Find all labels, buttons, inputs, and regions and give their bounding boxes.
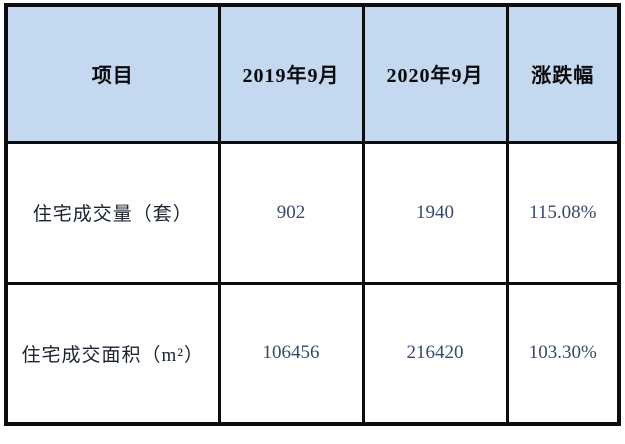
table-row-volume: 住宅成交量（套） 902 1940 115.08%	[4, 140, 621, 285]
cell-area-change: 103.30%	[505, 281, 621, 426]
cell-area-2019: 106456	[217, 281, 365, 426]
row-label-volume: 住宅成交量（套）	[4, 140, 221, 285]
column-header-change: 涨跌幅	[505, 3, 621, 144]
column-header-2020: 2020年9月	[361, 3, 509, 144]
cell-volume-2020: 1940	[361, 140, 509, 285]
column-header-2019: 2019年9月	[217, 3, 365, 144]
table-row-area: 住宅成交面积（m²） 106456 216420 103.30%	[4, 281, 621, 426]
column-header-item: 项目	[4, 3, 221, 144]
cell-volume-2019: 902	[217, 140, 365, 285]
cell-area-2020: 216420	[361, 281, 509, 426]
housing-transactions-table: 项目 2019年9月 2020年9月 涨跌幅 住宅成交量（套） 902 1940…	[4, 3, 621, 426]
row-label-area: 住宅成交面积（m²）	[4, 281, 221, 426]
table-header-row: 项目 2019年9月 2020年9月 涨跌幅	[4, 3, 621, 144]
cell-volume-change: 115.08%	[505, 140, 621, 285]
